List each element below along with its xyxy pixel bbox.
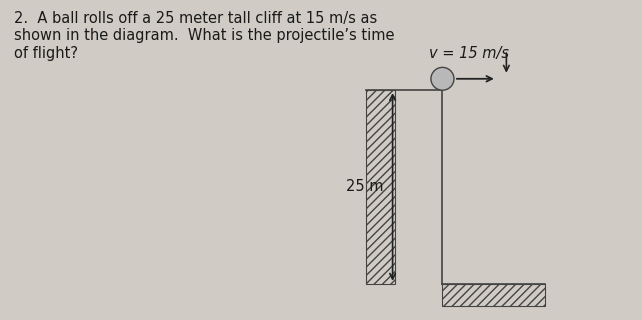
Text: 25 m: 25 m: [345, 180, 383, 195]
Text: v = 15 m/s: v = 15 m/s: [429, 46, 509, 61]
Bar: [442, 284, 544, 306]
Text: 2.  A ball rolls off a 25 meter tall cliff at 15 m/s as
shown in the diagram.  W: 2. A ball rolls off a 25 meter tall clif…: [14, 11, 395, 61]
Circle shape: [431, 68, 454, 90]
Bar: [366, 90, 395, 284]
